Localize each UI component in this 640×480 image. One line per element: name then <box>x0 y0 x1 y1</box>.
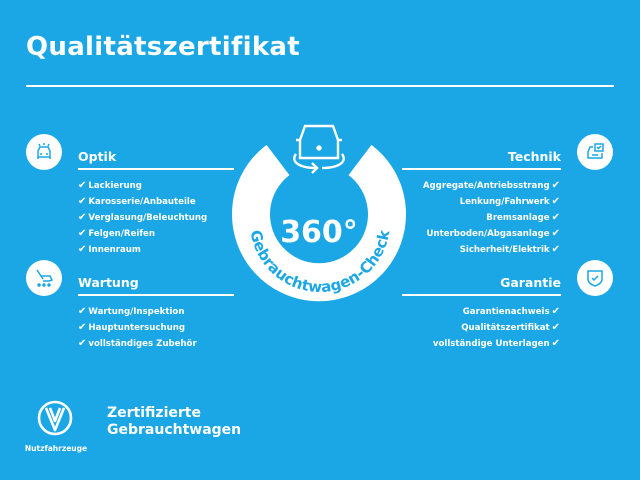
brand-line-2: Gebrauchtwagen <box>107 422 242 438</box>
check-icon: ✔ <box>551 244 560 255</box>
check-360-badge: 360° Gebrauchtwagen-Check <box>232 124 406 302</box>
list-item-label: Wartung/Inspektion <box>88 307 185 317</box>
list-item-label: Sicherheit/Elektrik <box>459 245 550 255</box>
technik-divider <box>402 168 561 170</box>
shield-check-icon <box>577 260 613 296</box>
technik-list: Aggregate/Antriebsstrang ✔ Lenkung/Fahrwe… <box>423 178 562 258</box>
list-item: ✔ Karosserie/Anbauteile <box>76 194 207 210</box>
list-item: ✔ Felgen/Reifen <box>76 226 207 242</box>
check-icon: ✔ <box>78 212 87 223</box>
big-360: 360° <box>280 215 358 250</box>
check-icon: ✔ <box>78 322 87 333</box>
list-item: Aggregate/Antriebsstrang ✔ <box>423 178 562 194</box>
list-item-label: Hauptuntersuchung <box>88 323 186 333</box>
optik-heading: Optik <box>78 149 117 164</box>
list-item-label: Qualitätszertifikat <box>461 323 550 333</box>
check-icon: ✔ <box>78 196 87 207</box>
brand-line-1: Zertifizierte <box>107 405 201 421</box>
list-item: Unterboden/Abgasanlage ✔ <box>423 226 562 242</box>
badge-ring <box>232 144 406 302</box>
list-item: Qualitätszertifikat ✔ <box>433 320 562 336</box>
title-divider <box>26 85 614 87</box>
list-item-label: Lackierung <box>88 181 142 191</box>
list-item-label: Lenkung/Fahrwerk <box>459 197 550 207</box>
optik-list: ✔ Lackierung ✔ Karosserie/Anbauteile ✔ Verg… <box>76 178 207 258</box>
list-item: Sicherheit/Elektrik ✔ <box>423 242 562 258</box>
check-icon: ✔ <box>78 338 87 349</box>
page-title: Qualitätszertifikat <box>26 32 300 62</box>
check-icon: ✔ <box>551 306 560 317</box>
check-icon: ✔ <box>551 212 560 223</box>
list-item-label: Innenraum <box>88 245 141 255</box>
list-item-label: vollständiges Zubehör <box>88 339 197 349</box>
car-checklist-icon <box>577 134 613 170</box>
list-item-label: vollständige Unterlagen <box>432 339 550 349</box>
list-item: ✔ vollständiges Zubehör <box>76 336 197 352</box>
technik-heading: Technik <box>507 149 561 164</box>
check-icon: ✔ <box>78 228 87 239</box>
list-item-label: Unterboden/Abgasanlage <box>426 229 550 239</box>
optik-divider <box>78 168 234 170</box>
logo-subtitle: Nutzfahrzeuge <box>24 444 88 453</box>
list-item: ✔ Wartung/Inspektion <box>76 304 197 320</box>
list-item: Bremsanlage ✔ <box>423 210 562 226</box>
list-item-label: Felgen/Reifen <box>88 229 156 239</box>
check-icon: ✔ <box>551 338 560 349</box>
list-item: ✔ Verglasung/Beleuchtung <box>76 210 207 226</box>
list-item-label: Garantienachweis <box>462 307 550 317</box>
wartung-heading: Wartung <box>78 275 139 290</box>
garantie-divider <box>402 294 561 296</box>
wartung-divider <box>78 294 234 296</box>
check-icon: ✔ <box>551 180 560 191</box>
check-icon: ✔ <box>78 244 87 255</box>
car-360-icon <box>293 124 345 174</box>
check-icon: ✔ <box>551 196 560 207</box>
list-item: ✔ Lackierung <box>76 178 207 194</box>
garantie-heading: Garantie <box>500 275 561 290</box>
vw-logo <box>37 400 73 436</box>
list-item: ✔ Hauptuntersuchung <box>76 320 197 336</box>
check-icon: ✔ <box>78 306 87 317</box>
check-icon: ✔ <box>551 322 560 333</box>
garantie-list: Garantienachweis ✔ Qualitätszertifikat ✔ v… <box>433 304 562 352</box>
list-item-label: Bremsanlage <box>486 213 550 223</box>
list-item-label: Aggregate/Antriebsstrang <box>422 181 550 191</box>
wartung-list: ✔ Wartung/Inspektion ✔ Hauptuntersuchung ✔… <box>76 304 197 352</box>
check-icon: ✔ <box>78 180 87 191</box>
check-icon: ✔ <box>551 228 560 239</box>
list-item: vollständige Unterlagen ✔ <box>433 336 562 352</box>
list-item-label: Verglasung/Beleuchtung <box>88 213 208 223</box>
list-item-label: Karosserie/Anbauteile <box>88 197 196 207</box>
car-lights-icon <box>26 134 62 170</box>
service-wrench-icon <box>26 260 62 296</box>
list-item: Garantienachweis ✔ <box>433 304 562 320</box>
list-item: Lenkung/Fahrwerk ✔ <box>423 194 562 210</box>
list-item: ✔ Innenraum <box>76 242 207 258</box>
